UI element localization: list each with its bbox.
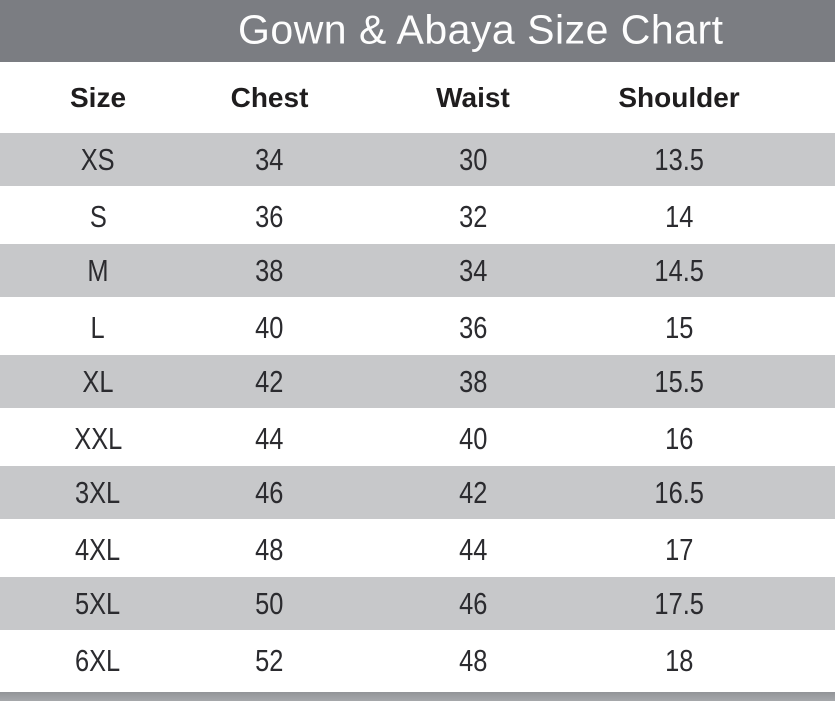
- cell-chest: 48: [255, 531, 284, 567]
- cell-size: M: [87, 252, 109, 288]
- table-row: 4XL 48 44 17: [0, 522, 835, 578]
- cell-size: XXL: [73, 420, 123, 456]
- footer-bar: [0, 692, 835, 701]
- cell-chest: 38: [255, 252, 284, 288]
- cell-waist: 36: [458, 309, 488, 345]
- cell-size: XL: [82, 363, 114, 399]
- cell-shoulder: 15.5: [654, 363, 704, 399]
- cell-shoulder: 17: [664, 531, 694, 567]
- table-header-row: Size Chest Waist Shoulder: [0, 62, 835, 133]
- title-bar: Gown & Abaya Size Chart: [0, 0, 835, 62]
- cell-chest: 52: [255, 642, 284, 678]
- page-title: Gown & Abaya Size Chart: [238, 6, 724, 53]
- cell-shoulder: 17.5: [654, 585, 704, 621]
- cell-waist: 48: [458, 642, 488, 678]
- cell-size: S: [89, 198, 107, 234]
- cell-size: 3XL: [75, 474, 121, 510]
- table-row: 5XL 50 46 17.5: [0, 577, 835, 633]
- cell-chest: 50: [255, 585, 284, 621]
- table-row: S 36 32 14: [0, 189, 835, 245]
- column-header-chest: Chest: [230, 81, 309, 113]
- cell-shoulder: 15: [664, 309, 694, 345]
- cell-shoulder: 16: [664, 420, 694, 456]
- cell-waist: 30: [458, 141, 488, 177]
- table-row: XL 42 38 15.5: [0, 355, 835, 411]
- cell-shoulder: 14: [664, 198, 694, 234]
- cell-chest: 40: [255, 309, 284, 345]
- cell-waist: 38: [458, 363, 488, 399]
- cell-shoulder: 13.5: [654, 141, 704, 177]
- cell-chest: 46: [255, 474, 284, 510]
- cell-waist: 40: [458, 420, 488, 456]
- table-row: M 38 34 14.5: [0, 244, 835, 300]
- cell-size: L: [90, 309, 106, 345]
- cell-shoulder: 16.5: [654, 474, 704, 510]
- cell-size: 6XL: [75, 642, 121, 678]
- table-row: 6XL 52 48 18: [0, 633, 835, 689]
- cell-waist: 44: [458, 531, 488, 567]
- column-header-size: Size: [69, 81, 127, 113]
- cell-size: 5XL: [75, 585, 121, 621]
- cell-size: XS: [81, 141, 115, 177]
- cell-shoulder: 14.5: [654, 252, 704, 288]
- column-header-waist: Waist: [436, 81, 510, 113]
- cell-chest: 42: [255, 363, 284, 399]
- table-row: L 40 36 15: [0, 300, 835, 356]
- cell-chest: 34: [255, 141, 284, 177]
- table-row: XS 34 30 13.5: [0, 133, 835, 189]
- cell-shoulder: 18: [664, 642, 694, 678]
- table-row: XXL 44 40 16: [0, 411, 835, 467]
- table-body: XS 34 30 13.5 S 36 32 14 M 38 34 14.5 L …: [0, 133, 835, 688]
- cell-chest: 36: [255, 198, 284, 234]
- cell-size: 4XL: [75, 531, 121, 567]
- column-header-shoulder: Shoulder: [618, 81, 740, 113]
- cell-waist: 34: [458, 252, 488, 288]
- cell-chest: 44: [255, 420, 284, 456]
- cell-waist: 42: [458, 474, 488, 510]
- cell-waist: 32: [458, 198, 488, 234]
- cell-waist: 46: [458, 585, 488, 621]
- table-row: 3XL 46 42 16.5: [0, 466, 835, 522]
